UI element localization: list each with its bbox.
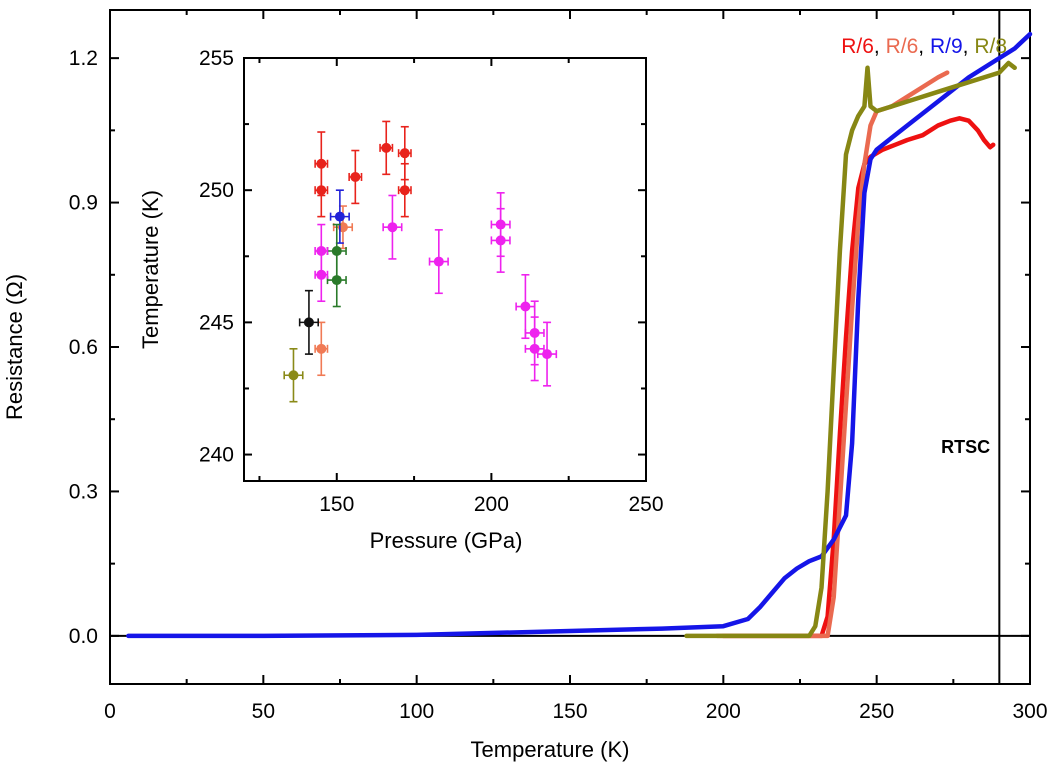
inset-y-axis-label: Temperature (K): [138, 190, 163, 349]
inset-data-point: [536, 321, 558, 387]
data-marker: [520, 301, 531, 312]
x-tick-label: 0: [104, 700, 116, 723]
data-marker: [303, 317, 314, 328]
legend-entry: R/6: [886, 35, 919, 58]
inset-x-tick-label: 200: [474, 493, 509, 516]
data-marker: [334, 211, 345, 222]
inset-data-point: [314, 247, 329, 303]
x-tick-label: 50: [252, 700, 275, 723]
inset-y-tick-label: 250: [199, 179, 234, 202]
data-marker: [316, 343, 327, 354]
legend-separator: ,: [918, 35, 930, 58]
inset-y-tick-label: 245: [199, 311, 234, 334]
inset-data-point: [283, 348, 304, 403]
legend-separator: ,: [963, 35, 975, 58]
inset-data-point: [314, 321, 329, 377]
legend-separator: ,: [874, 35, 886, 58]
data-marker: [316, 269, 327, 280]
legend: R/6, R/6, R/9, R/8: [841, 35, 1007, 58]
data-marker: [350, 171, 361, 182]
data-marker: [316, 185, 327, 196]
series-line-r-6-0: [721, 116, 996, 639]
annotation-rtsc: RTSC: [941, 437, 990, 457]
inset-data-point: [314, 162, 329, 218]
data-marker: [399, 185, 410, 196]
x-axis-label: Temperature (K): [471, 737, 630, 762]
data-marker: [399, 148, 410, 159]
data-marker: [381, 142, 392, 153]
y-axis-label: Resistance (Ω): [2, 274, 27, 420]
main-chart: 0 50 100 150 200 250 300 0.0 0.3 0.6 0.9 1.2 Tempera…: [2, 9, 1048, 762]
y-tick-label: 0.3: [69, 480, 98, 503]
inset-y-tick-label: 240: [199, 444, 234, 467]
data-marker: [387, 222, 398, 233]
data-marker: [331, 275, 342, 286]
legend-entry: R/8: [974, 35, 1007, 58]
legend-entry: R/6: [841, 35, 874, 58]
data-marker: [495, 235, 506, 246]
y-tick-label: 0.6: [69, 336, 98, 359]
x-tick-label: 150: [552, 700, 587, 723]
data-marker: [288, 370, 299, 381]
series-line-r-9-2: [126, 31, 1033, 639]
data-marker: [433, 256, 444, 267]
inset-x-tick-label: 250: [628, 493, 663, 516]
x-tick-label: 300: [1012, 700, 1047, 723]
inset-data-point: [298, 289, 320, 355]
legend-entry: R/9: [930, 35, 963, 58]
y-tick-label: 1.2: [69, 47, 98, 70]
y-tick-label: 0.9: [69, 192, 98, 215]
x-tick-label: 250: [859, 700, 894, 723]
inset-data-point: [348, 149, 363, 205]
series-line-r-6-1: [714, 70, 950, 639]
inset-frame: [243, 57, 647, 482]
x-tick-label: 200: [706, 700, 741, 723]
inset-y-tick-label: 255: [199, 47, 234, 70]
x-tick-label: 100: [399, 700, 434, 723]
inset-data-point: [428, 229, 449, 295]
inset-data-point: [397, 162, 412, 218]
inset-x-axis-label: Pressure (GPa): [370, 528, 523, 553]
inset-x-tick-label: 150: [319, 493, 354, 516]
inset-data-point: [329, 189, 350, 244]
inset-data-point: [382, 194, 403, 260]
y-tick-label: 0.0: [69, 625, 98, 648]
inset-data-point: [326, 252, 347, 308]
inset-data-point: [490, 207, 511, 273]
inset-chart: 150 200 250 240 245 250 255 Pressure (GPa) Tempe…: [138, 47, 664, 553]
inset-data-point: [379, 120, 394, 176]
data-marker: [542, 349, 553, 360]
series-line-r-8-3: [684, 60, 1017, 639]
